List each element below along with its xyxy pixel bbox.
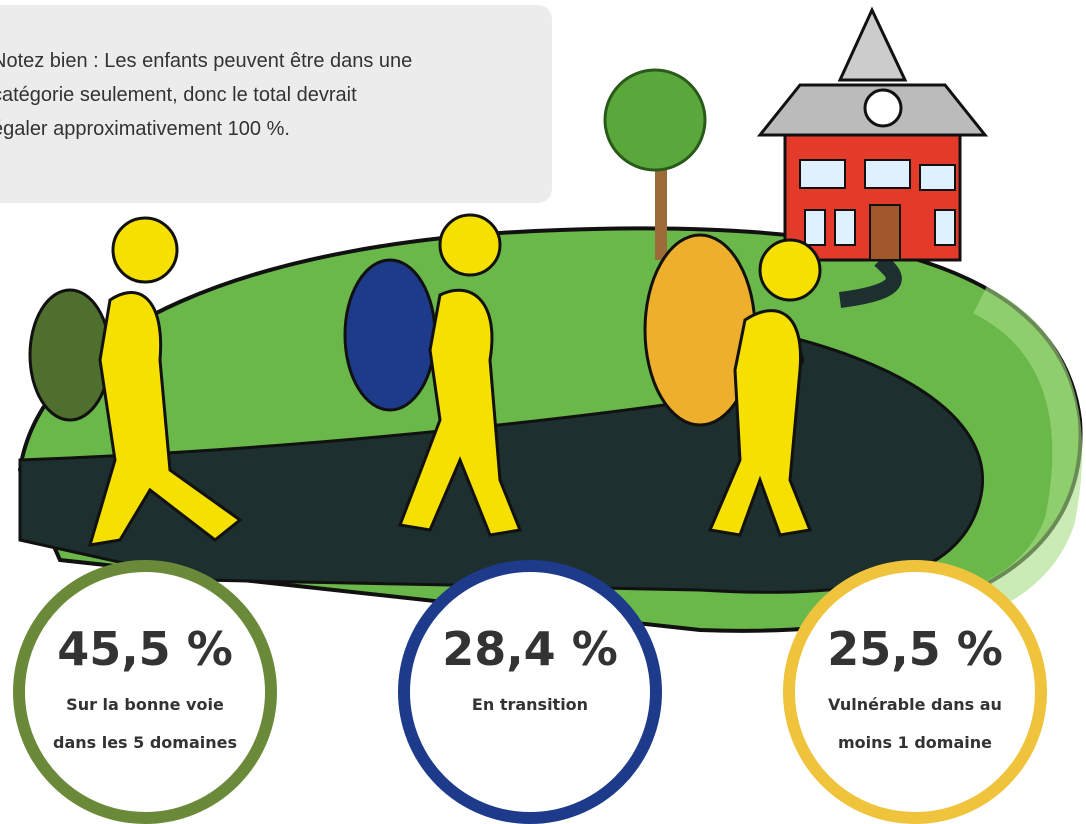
stat-circle — [789, 566, 1041, 818]
note-line: Notez bien : Les enfants peuvent être da… — [0, 50, 412, 72]
stat-label: Vulnérable dans au — [828, 695, 1002, 714]
stat-label: En transition — [472, 695, 588, 714]
stat-label: dans les 5 domaines — [53, 733, 237, 752]
note-line: catégorie seulement, donc le total devra… — [0, 84, 357, 106]
page: Notez bien : Les enfants peuvent être da… — [0, 0, 1086, 824]
school-clock — [865, 90, 901, 126]
stat-percent: 28,4 % — [442, 622, 618, 676]
school-door — [870, 205, 900, 260]
tree-crown — [605, 70, 705, 170]
stat-percent: 25,5 % — [827, 622, 1003, 676]
backpack-green — [30, 290, 110, 420]
backpack-blue — [345, 260, 435, 410]
stat-label: Sur la bonne voie — [66, 695, 224, 714]
stat-label: moins 1 domaine — [838, 733, 992, 752]
infographic: Notez bien : Les enfants peuvent être da… — [0, 0, 1086, 824]
stat-percent: 45,5 % — [57, 622, 233, 676]
note-line: égaler approximativement 100 %. — [0, 118, 290, 140]
stat-circle — [404, 566, 656, 818]
stat-circle — [19, 566, 271, 818]
school-tower — [840, 10, 905, 80]
